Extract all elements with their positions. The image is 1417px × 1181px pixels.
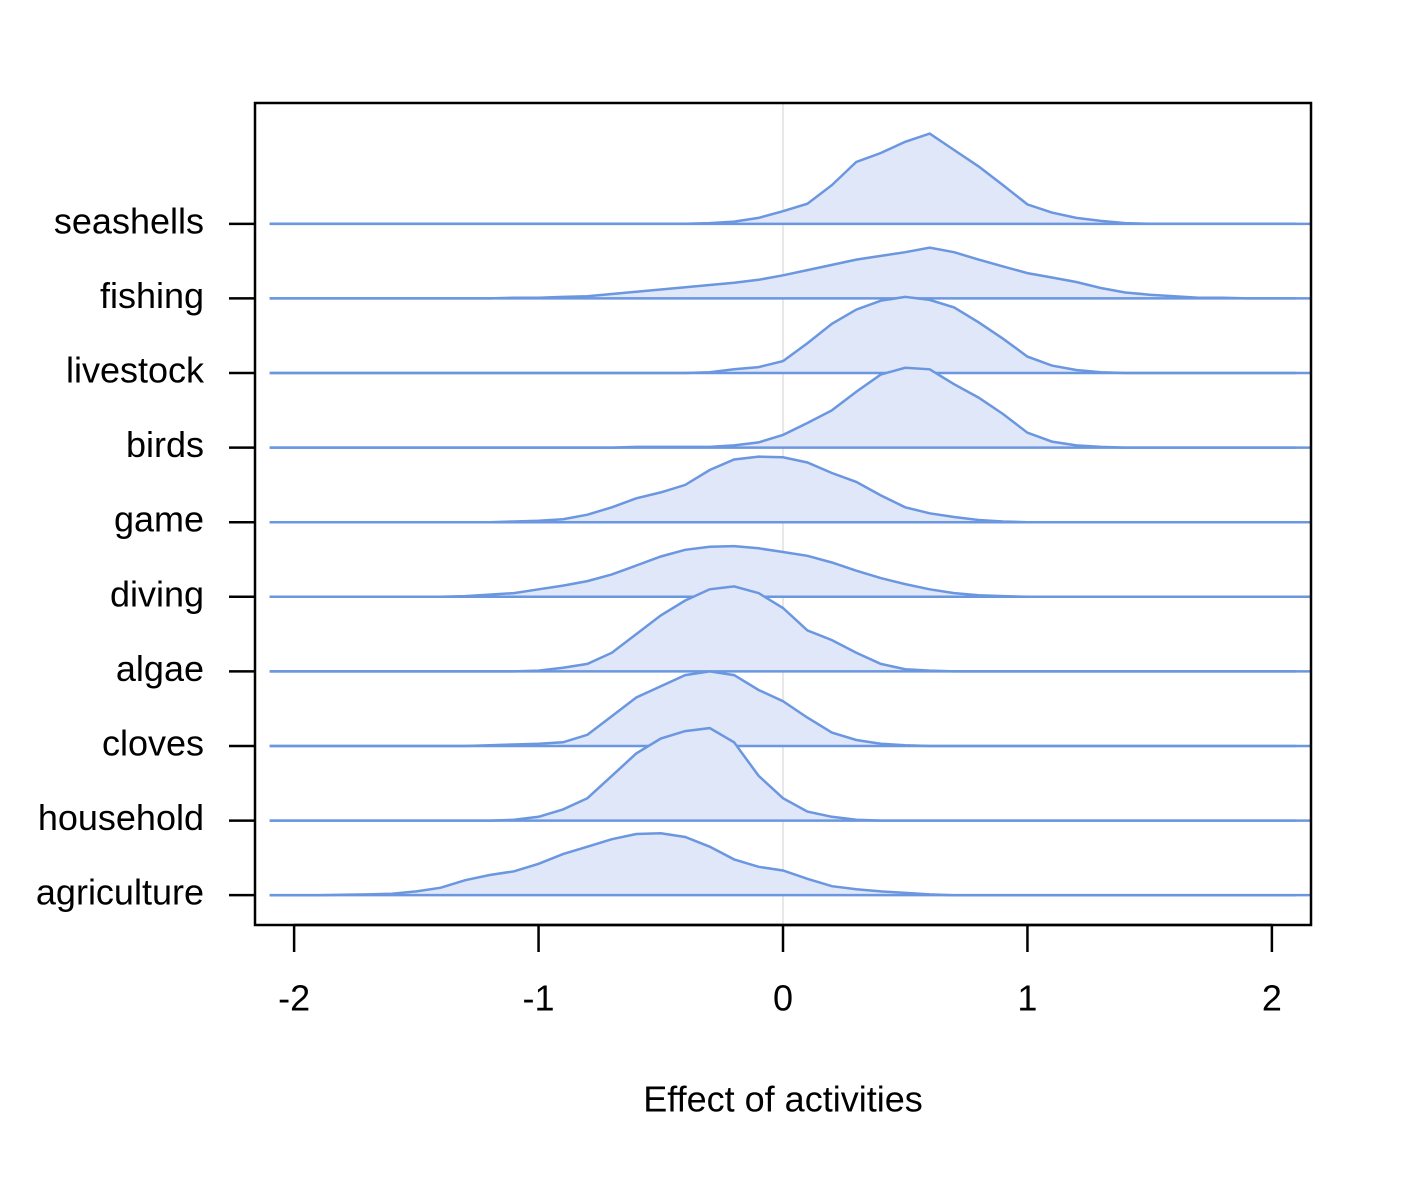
ridge-fill <box>269 456 1297 523</box>
ridge-fill <box>269 671 1297 746</box>
y-tick-label: seashells <box>54 200 204 241</box>
ridge-line <box>269 366 1297 449</box>
ridge-line <box>269 246 1297 300</box>
x-tick-label: -2 <box>278 978 310 1019</box>
y-tick-label: game <box>114 499 204 540</box>
x-tick-label: -1 <box>523 978 555 1019</box>
y-tick-label: birds <box>126 424 204 465</box>
ridge-fill <box>269 247 1297 299</box>
ridge-fill <box>269 833 1297 896</box>
ridge-line <box>269 585 1297 673</box>
y-tick-label: fishing <box>100 275 204 316</box>
x-axis-label: Effect of activities <box>643 1079 922 1120</box>
y-tick-label: household <box>38 797 204 838</box>
x-tick-label: 0 <box>773 978 793 1019</box>
x-tick-label: 1 <box>1017 978 1037 1019</box>
ridge-fill <box>269 546 1297 597</box>
ridge-fill <box>269 586 1297 672</box>
ridge-line <box>269 832 1297 897</box>
ridge-line <box>269 455 1297 524</box>
ridge-line <box>269 726 1297 822</box>
y-tick-label: cloves <box>102 722 204 763</box>
ridge-line <box>269 670 1297 748</box>
y-tick-label: livestock <box>66 350 205 391</box>
ridge-line <box>269 132 1297 226</box>
ridge-line <box>269 544 1297 599</box>
ridge-fill <box>269 728 1297 821</box>
y-tick-label: algae <box>116 648 204 689</box>
ridge-line <box>269 295 1297 375</box>
x-tick-label: 2 <box>1262 978 1282 1019</box>
y-tick-label: agriculture <box>36 872 204 913</box>
y-tick-label: diving <box>110 573 204 614</box>
